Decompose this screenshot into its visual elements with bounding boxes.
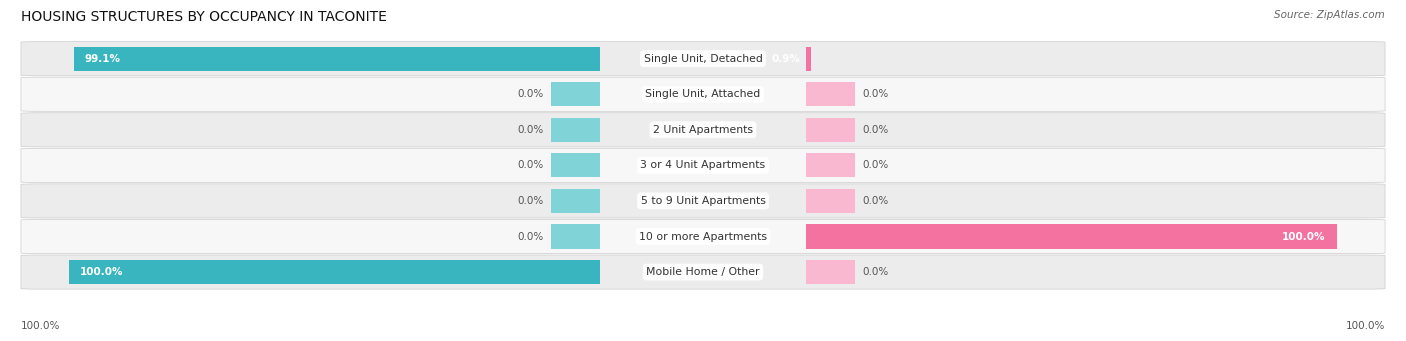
Text: 5 to 9 Unit Apartments: 5 to 9 Unit Apartments — [641, 196, 765, 206]
Text: 0.0%: 0.0% — [517, 89, 543, 99]
Bar — [69, 260, 600, 284]
Bar — [75, 47, 599, 71]
Text: 0.0%: 0.0% — [517, 196, 543, 206]
Text: Source: ZipAtlas.com: Source: ZipAtlas.com — [1274, 10, 1385, 20]
Text: 0.0%: 0.0% — [517, 232, 543, 241]
FancyBboxPatch shape — [21, 220, 1385, 254]
Bar — [806, 153, 855, 177]
FancyBboxPatch shape — [21, 148, 1385, 182]
Text: Single Unit, Attached: Single Unit, Attached — [645, 89, 761, 99]
Bar — [551, 153, 600, 177]
Text: 100.0%: 100.0% — [21, 321, 60, 331]
Text: HOUSING STRUCTURES BY OCCUPANCY IN TACONITE: HOUSING STRUCTURES BY OCCUPANCY IN TACON… — [21, 10, 387, 24]
Bar — [551, 82, 600, 106]
Text: 0.0%: 0.0% — [517, 125, 543, 135]
Bar — [551, 118, 600, 142]
Bar — [551, 189, 600, 213]
Text: 100.0%: 100.0% — [80, 267, 124, 277]
Text: Single Unit, Detached: Single Unit, Detached — [644, 54, 762, 64]
Text: 0.9%: 0.9% — [772, 54, 800, 64]
FancyBboxPatch shape — [21, 77, 1385, 111]
Text: 0.0%: 0.0% — [863, 125, 889, 135]
Text: Mobile Home / Other: Mobile Home / Other — [647, 267, 759, 277]
Text: 0.0%: 0.0% — [517, 160, 543, 170]
Text: 0.0%: 0.0% — [863, 89, 889, 99]
Text: 99.1%: 99.1% — [84, 54, 121, 64]
Text: 3 or 4 Unit Apartments: 3 or 4 Unit Apartments — [641, 160, 765, 170]
Text: 0.0%: 0.0% — [863, 196, 889, 206]
Bar — [806, 224, 1337, 249]
Text: 0.0%: 0.0% — [863, 160, 889, 170]
Bar — [806, 260, 855, 284]
Text: 100.0%: 100.0% — [1346, 321, 1385, 331]
Bar — [806, 189, 855, 213]
Bar — [806, 118, 855, 142]
Bar — [806, 82, 855, 106]
Text: 0.0%: 0.0% — [863, 267, 889, 277]
FancyBboxPatch shape — [21, 42, 1385, 76]
Text: 10 or more Apartments: 10 or more Apartments — [638, 232, 768, 241]
FancyBboxPatch shape — [21, 255, 1385, 289]
Text: 100.0%: 100.0% — [1282, 232, 1326, 241]
FancyBboxPatch shape — [21, 113, 1385, 147]
Text: 2 Unit Apartments: 2 Unit Apartments — [652, 125, 754, 135]
FancyBboxPatch shape — [21, 184, 1385, 218]
Bar — [551, 224, 600, 249]
Bar — [806, 47, 811, 71]
